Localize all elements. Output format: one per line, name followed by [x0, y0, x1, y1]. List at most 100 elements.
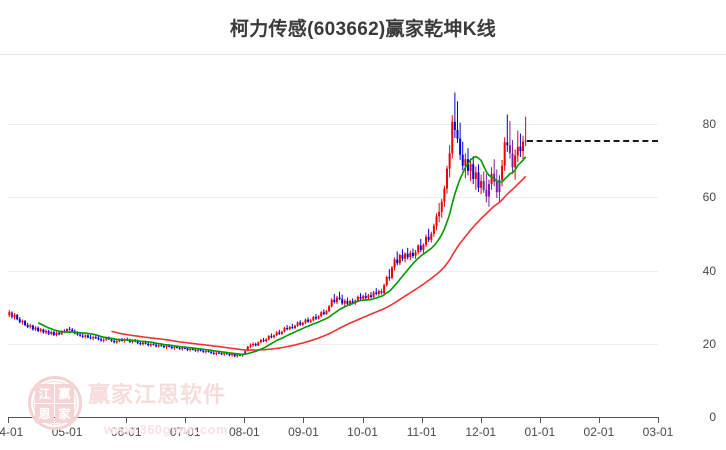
candle-body: [411, 252, 414, 256]
candle-body: [419, 245, 422, 250]
candle-body: [364, 296, 367, 298]
candle-body: [31, 325, 34, 330]
candle-body: [149, 344, 152, 346]
candle-body: [286, 328, 289, 330]
candle-body: [194, 349, 197, 351]
candle-body: [275, 332, 278, 336]
candle-body: [76, 333, 79, 335]
y-tick-label: 20: [702, 336, 716, 351]
candle-body: [102, 339, 105, 341]
candle-body: [432, 225, 435, 234]
candle-body: [346, 300, 349, 304]
candle-body: [338, 297, 341, 300]
candle-body: [362, 296, 365, 299]
candle-body: [168, 345, 171, 347]
x-tick-mark: [126, 417, 128, 423]
candle-body: [94, 337, 97, 339]
candle-body: [314, 317, 317, 319]
candle-body: [322, 312, 325, 315]
candle-body: [359, 296, 362, 299]
candle-body: [283, 328, 286, 332]
y-tick-label: 60: [702, 190, 716, 205]
candle-body: [380, 291, 383, 294]
candle-body: [18, 319, 21, 323]
x-tick-mark: [244, 417, 246, 423]
x-tick-mark: [480, 417, 482, 423]
candle-body: [425, 236, 428, 245]
candle-body: [157, 345, 160, 347]
x-tick-mark: [421, 417, 423, 423]
candle-body: [490, 173, 493, 185]
candle-body: [58, 332, 61, 335]
candle-body: [330, 299, 333, 307]
candle-body: [141, 342, 144, 345]
x-tick-label: 06-01: [110, 425, 142, 439]
candle-body: [225, 353, 228, 355]
x-tick-mark: [303, 417, 305, 423]
candle-body: [440, 201, 443, 212]
candle-body: [438, 211, 441, 217]
candle-body: [396, 259, 399, 264]
candle-body: [110, 339, 113, 341]
candle-body: [461, 154, 464, 166]
candle-body: [349, 301, 352, 304]
candle-body: [55, 332, 58, 335]
candle-body: [183, 347, 186, 349]
candle-body: [238, 354, 241, 356]
candle-body: [312, 317, 315, 321]
candle-body: [356, 296, 359, 301]
x-tick-label: 01-01: [524, 425, 556, 439]
candle-body: [506, 142, 509, 146]
candle-body: [456, 129, 459, 139]
candle-body: [84, 335, 87, 337]
candle-body: [427, 236, 430, 240]
candle-body: [47, 330, 50, 334]
y-tick-label: 0: [709, 410, 716, 424]
candle-body: [71, 329, 74, 332]
candle-body: [26, 325, 29, 327]
candle-body: [81, 335, 84, 337]
candle-body: [503, 142, 506, 166]
candle-body: [296, 322, 299, 326]
candle-body: [474, 172, 477, 179]
candle-body: [236, 354, 239, 357]
candle-body: [212, 352, 215, 354]
candle-body: [217, 352, 220, 354]
candle-body: [469, 164, 472, 171]
x-axis: 04-01 05-01 06-01 07-01 08-01 09-01 10-01 11-01…: [0, 417, 726, 450]
candle-body: [280, 331, 283, 334]
candle-body: [113, 340, 116, 343]
candle-body: [259, 340, 262, 343]
candle-body: [52, 332, 55, 335]
gridline-40: [8, 270, 658, 272]
candle-body: [343, 300, 346, 304]
candle-body: [21, 321, 24, 323]
candle-body: [215, 352, 218, 354]
candle-body: [341, 299, 344, 304]
candle-body: [524, 140, 527, 142]
candle-body: [414, 252, 417, 256]
x-tick-mark: [658, 417, 659, 423]
candle-body: [519, 146, 522, 152]
gridline-20: [8, 343, 658, 345]
candle-body: [34, 327, 37, 330]
candle-body: [86, 335, 89, 338]
candle-body: [511, 153, 514, 168]
gridline-0: [8, 417, 658, 418]
candle-body: [495, 181, 498, 193]
candle-body: [333, 299, 336, 302]
candle-body: [388, 277, 391, 279]
candle-body: [390, 267, 393, 278]
candle-body: [288, 326, 291, 330]
candle-body: [383, 285, 386, 294]
candle-body: [42, 329, 45, 333]
candle-body: [307, 319, 310, 322]
candle-body: [65, 329, 68, 333]
candle-body: [516, 146, 519, 156]
candle-body: [50, 332, 53, 334]
x-tick-mark: [598, 417, 600, 423]
candle-body: [220, 353, 223, 355]
candle-body: [147, 343, 150, 346]
gridline-60: [8, 197, 658, 199]
